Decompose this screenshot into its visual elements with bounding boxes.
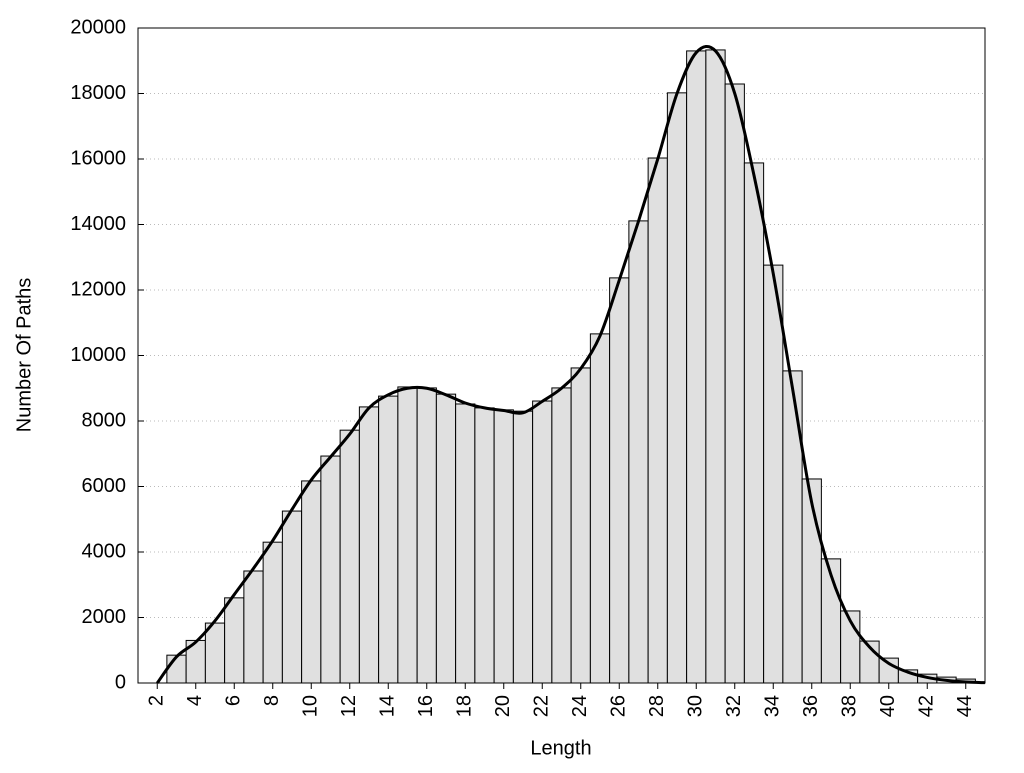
x-tick-label: 26 [608, 695, 630, 717]
bar [243, 570, 264, 684]
bar [416, 387, 437, 684]
x-tick-label: 22 [531, 695, 553, 717]
bar [301, 480, 322, 684]
plot-frame [137, 27, 986, 684]
x-tick-label: 38 [839, 695, 861, 717]
x-tick-label: 16 [415, 695, 437, 717]
y-tick-label: 20000 [70, 16, 126, 38]
bar [763, 264, 784, 684]
bar [358, 406, 380, 684]
bar [435, 393, 457, 684]
x-tick-label: 2 [146, 695, 168, 706]
bar [686, 50, 707, 684]
x-tick-label: 18 [454, 695, 476, 717]
bar [551, 387, 572, 684]
bar [224, 597, 245, 684]
x-tick-label: 32 [723, 695, 745, 717]
x-tick-label: 42 [916, 695, 938, 717]
x-tick-label: 24 [569, 695, 591, 717]
bar [609, 277, 630, 684]
bar [281, 510, 303, 684]
bar [589, 333, 611, 684]
bar [512, 410, 534, 684]
x-tick-label: 34 [762, 695, 784, 717]
bar [628, 220, 649, 684]
bar [378, 395, 399, 684]
bar [782, 370, 803, 684]
bar [532, 400, 553, 684]
bar [570, 367, 591, 684]
x-tick-label: 28 [646, 695, 668, 717]
bar [474, 407, 495, 684]
bar [647, 157, 668, 684]
x-tick-label: 14 [377, 695, 399, 717]
bar [339, 429, 360, 684]
y-tick-label: 18000 [70, 82, 126, 104]
y-tick-label: 10000 [70, 344, 126, 366]
x-tick-label: 44 [954, 695, 976, 717]
bar [397, 386, 418, 684]
bar [743, 162, 765, 684]
bar [493, 409, 514, 684]
x-tick-label: 4 [184, 695, 206, 706]
bar [262, 541, 283, 684]
bar [166, 654, 187, 684]
bar [204, 622, 226, 684]
y-tick-label: 14000 [70, 213, 126, 235]
y-tick-label: 8000 [82, 409, 127, 431]
x-tick-label: 10 [300, 695, 322, 717]
x-tick-label: 8 [261, 695, 283, 706]
bar [724, 83, 745, 684]
bar [320, 455, 341, 684]
x-tick-label: 40 [877, 695, 899, 717]
y-tick-label: 6000 [82, 475, 127, 497]
curve [156, 45, 986, 685]
y-axis-label: Number Of Paths [13, 278, 35, 433]
y-tick-label: 0 [115, 671, 126, 693]
y-tick-label: 4000 [82, 540, 127, 562]
x-tick-label: 6 [223, 695, 245, 706]
x-axis-label: Length [530, 737, 591, 759]
bar [705, 49, 726, 684]
y-tick-label: 16000 [70, 147, 126, 169]
x-tick-label: 30 [685, 695, 707, 717]
x-tick-label: 12 [338, 695, 360, 717]
bar [455, 403, 476, 684]
y-tick-label: 12000 [70, 278, 126, 300]
y-tick-label: 2000 [82, 606, 127, 628]
bar [666, 92, 688, 684]
x-tick-label: 36 [800, 695, 822, 717]
x-tick-label: 20 [492, 695, 514, 717]
